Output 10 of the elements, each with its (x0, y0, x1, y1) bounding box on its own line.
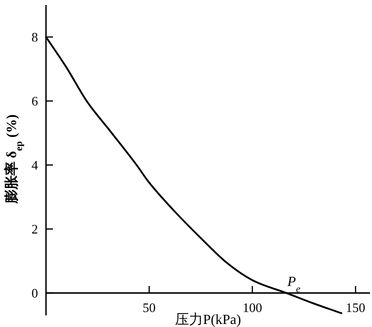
annotation: P$_{e}$ (286, 275, 301, 294)
x-tick-label: 100 (242, 300, 262, 315)
y-tick-label: 4 (32, 158, 38, 172)
y-tick-label: 6 (32, 94, 38, 108)
y-tick-label: 2 (32, 222, 38, 236)
y-tick-label: 0 (32, 286, 38, 300)
x-tick-label: 150 (346, 300, 366, 315)
x-axis-title: 压力P(kPa) (174, 312, 242, 327)
y-tick-label: 8 (32, 30, 38, 44)
x-tick-label: 50 (142, 300, 156, 315)
